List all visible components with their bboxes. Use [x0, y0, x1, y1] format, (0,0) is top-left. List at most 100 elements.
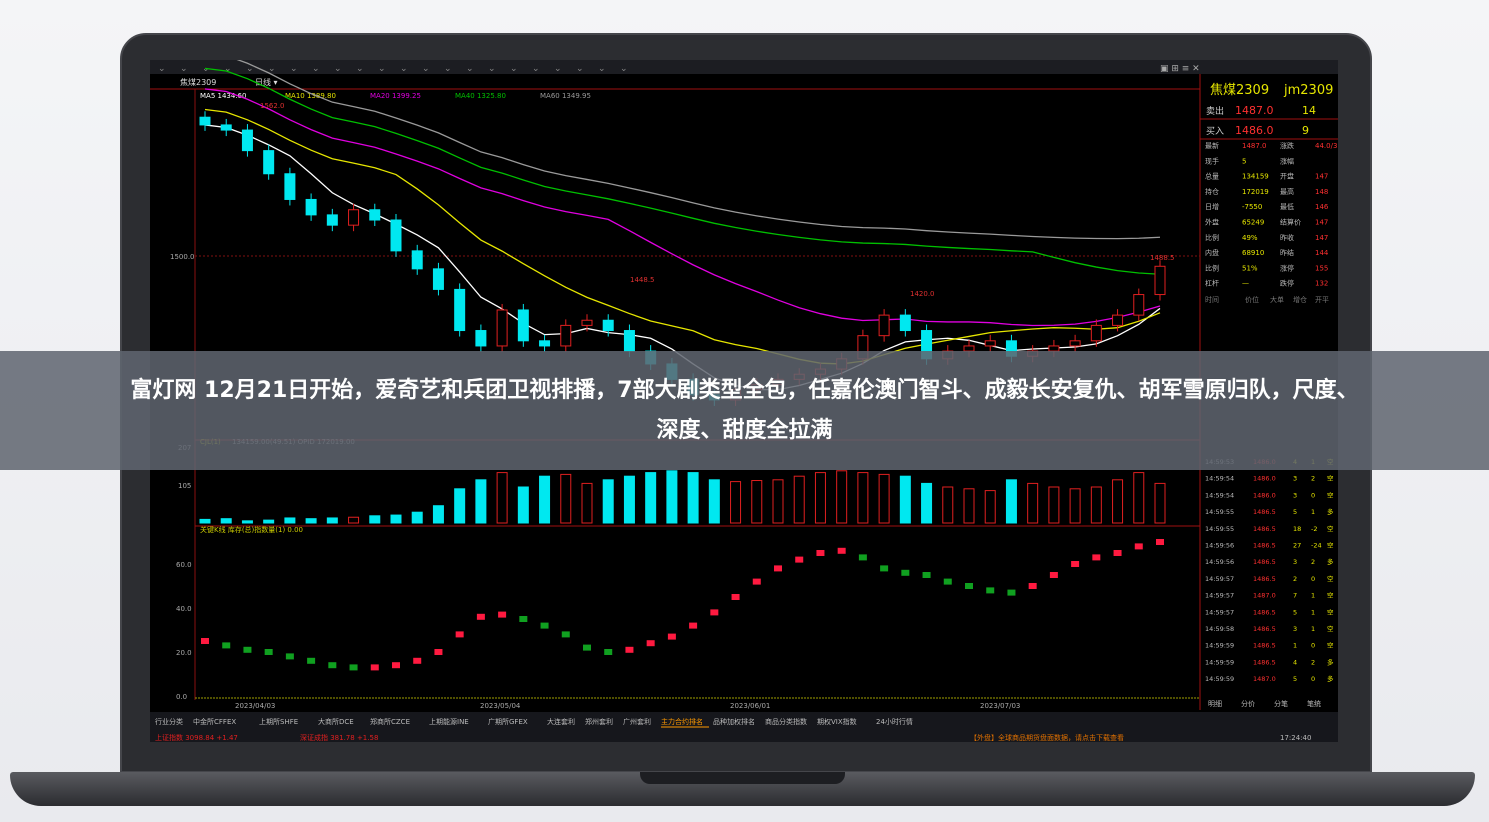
toolbar-tool-icon[interactable]: ⌄	[554, 64, 562, 74]
indicator-mark	[1028, 583, 1037, 589]
trade-cell: 0	[1311, 575, 1315, 583]
indicator-mark	[413, 657, 422, 664]
date-tick: 2023/06/01	[730, 702, 770, 710]
toolbar-tool-icon[interactable]: ⌄	[576, 64, 584, 74]
price-annotation: 1448.5	[630, 276, 655, 284]
trade-cell: 1486.5	[1253, 658, 1276, 666]
volume-bar	[772, 479, 784, 524]
toolbar-tool-icon[interactable]: ⌄	[378, 64, 386, 74]
toolbar-tool-icon[interactable]: ⌄	[224, 64, 232, 74]
bottom-tab[interactable]: 商品分类指数	[765, 717, 807, 726]
quote-sell-label: 卖出	[1206, 105, 1224, 117]
toolbar-tool-icon[interactable]: ⌄	[466, 64, 474, 74]
trade-cell: 14:59:57	[1205, 575, 1234, 583]
trade-cell: 1486.0	[1253, 491, 1276, 499]
ma-line-10	[204, 108, 1161, 365]
toolbar-tool-icon[interactable]: ⌄	[422, 64, 430, 74]
chart-canvas[interactable]: ⌄ ⌄ ⌄ ⌄ ⌄ ⌄ ⌄ ⌄ ⌄ ⌄ ⌄ ⌄ ⌄ ⌄ ⌄ ⌄ ⌄ ⌄ ⌄ ⌄ ⌄ ⌄ ▣ ⊞ ≡ ✕焦煤2309 日线 ▾M…	[150, 60, 1338, 742]
volume-bar	[730, 481, 742, 524]
toolbar-tool-icon[interactable]: ⌄	[532, 64, 540, 74]
indicator-tick: 20.0	[176, 649, 192, 657]
symbol-label[interactable]: 焦煤2309	[180, 77, 216, 87]
indicator-mark	[222, 642, 231, 649]
indicator-mark	[880, 565, 889, 572]
status-notice[interactable]: 【外盘】全球商品期货盘面数据，请点击下载查看	[970, 733, 1124, 742]
trade-cell: 14:59:59	[1205, 658, 1234, 666]
trade-header: 价位	[1245, 295, 1259, 304]
volume-bar	[814, 472, 826, 524]
quote-row-label: 内盘	[1205, 248, 1219, 257]
toolbar-tool-icon[interactable]: ⌄	[400, 64, 408, 74]
quote-row-value: 68910	[1242, 249, 1264, 257]
bottom-tab[interactable]: 郑州套利	[585, 717, 613, 726]
indicator-tick: 0.0	[176, 693, 187, 701]
trade-cell: 1486.5	[1253, 642, 1276, 650]
toolbar-tool-icon[interactable]: ⌄	[268, 64, 276, 74]
volume-bar	[793, 475, 805, 524]
toolbar-tool-icon[interactable]: ⌄	[620, 64, 628, 74]
side-tab[interactable]: 笔统	[1307, 699, 1321, 708]
volume-bar	[708, 479, 720, 524]
toolbar-tool-icon[interactable]: ⌄	[488, 64, 496, 74]
indicator-mark	[943, 578, 952, 585]
side-tab[interactable]: 分价	[1241, 699, 1255, 708]
bottom-tab[interactable]: 郑商所CZCE	[370, 717, 410, 726]
trade-cell: 0	[1311, 642, 1315, 650]
candle	[602, 319, 614, 332]
bottom-tab[interactable]: 行业分类	[155, 717, 183, 726]
bottom-tab[interactable]: 大商所DCE	[318, 717, 354, 726]
period-select[interactable]: 日线 ▾	[255, 77, 278, 87]
indicator-mark	[1092, 554, 1101, 561]
indicator-mark	[498, 611, 507, 618]
indicator-mark	[710, 609, 719, 616]
volume-bar	[369, 515, 381, 524]
toolbar-tool-icon[interactable]: ⌄	[356, 64, 364, 74]
candle	[623, 330, 635, 352]
trade-cell: 4	[1293, 658, 1297, 666]
toolbar-right-icons[interactable]: ▣ ⊞ ≡ ✕	[1160, 64, 1200, 74]
laptop-notch	[640, 772, 845, 784]
trade-cell: 5	[1293, 675, 1297, 683]
bottom-tab[interactable]: 大连套利	[547, 717, 575, 726]
bottom-tab[interactable]: 广州套利	[623, 717, 651, 726]
quote-row-value: 5	[1242, 157, 1246, 165]
volume-bar	[984, 490, 996, 524]
bottom-bar	[150, 712, 1338, 742]
volume-bar	[602, 479, 614, 524]
toolbar-tool-icon[interactable]: ⌄	[510, 64, 518, 74]
bottom-tab[interactable]: 品种加权排名	[713, 717, 755, 726]
ma-line-20	[204, 88, 1161, 327]
toolbar-tool-icon[interactable]: ⌄	[290, 64, 298, 74]
volume-bar	[1090, 486, 1102, 524]
bottom-tab[interactable]: 广期所GFEX	[488, 717, 528, 726]
candle	[984, 340, 996, 347]
bottom-tab[interactable]: 主力合约排名	[661, 717, 703, 726]
trade-cell: 1486.5	[1253, 508, 1276, 516]
indicator-mark	[858, 554, 867, 561]
quote-row-label: 比例	[1205, 263, 1219, 272]
toolbar-tool-icon[interactable]: ⌄	[246, 64, 254, 74]
quote-price: 1487.0	[1235, 104, 1274, 117]
quote-row-label: 现手	[1205, 156, 1219, 165]
toolbar-tool-icon[interactable]: ⌄	[444, 64, 452, 74]
quote-row-value: 1487.0	[1242, 142, 1267, 150]
toolbar-tool-icon[interactable]: ⌄	[598, 64, 606, 74]
bottom-tab[interactable]: 上期能源INE	[429, 717, 469, 726]
candle	[348, 209, 360, 226]
side-tab[interactable]: 分笔	[1274, 699, 1288, 708]
trade-cell: 多	[1327, 674, 1334, 683]
trade-cell: 空	[1327, 607, 1334, 616]
bottom-tab[interactable]: 期权VIX指数	[817, 717, 857, 726]
quote-row-value: 44.0/3.0	[1315, 142, 1338, 150]
bottom-tab[interactable]: 24小时行情	[876, 717, 913, 726]
side-tab[interactable]: 明细	[1208, 699, 1222, 708]
ma-legend-0: MA5 1434.60	[200, 92, 246, 100]
toolbar-tool-icon[interactable]: ⌄	[334, 64, 342, 74]
trade-cell: 1486.5	[1253, 558, 1276, 566]
toolbar-tool-icon[interactable]: ⌄	[158, 64, 166, 74]
toolbar-tool-icon[interactable]: ⌄	[180, 64, 188, 74]
toolbar-tool-icon[interactable]: ⌄	[312, 64, 320, 74]
bottom-tab[interactable]: 上期所SHFE	[259, 717, 298, 726]
trade-cell: 空	[1327, 591, 1334, 600]
bottom-tab[interactable]: 中金所CFFEX	[193, 717, 236, 726]
